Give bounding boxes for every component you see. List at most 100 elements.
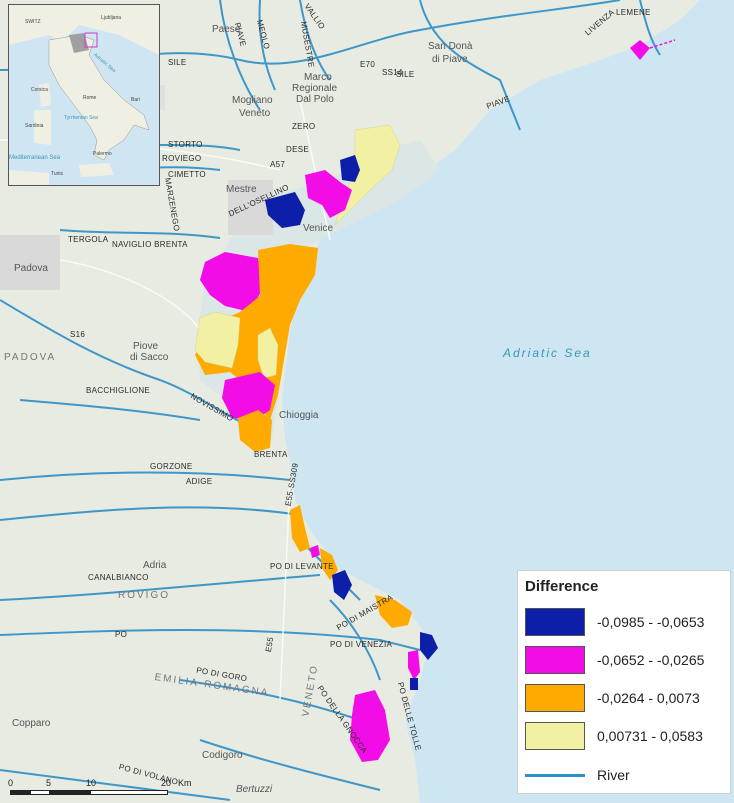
river-label: PO DI LEVANTE	[270, 562, 334, 571]
zone-magenta-west	[200, 252, 262, 312]
region-label: PADOVA	[4, 352, 57, 363]
legend-title: Difference	[525, 578, 599, 595]
legend-swatch	[525, 722, 585, 750]
scale-tick-label: 10	[86, 778, 97, 788]
river-label: BACCHIGLIONE	[86, 386, 151, 395]
place-label: Paese	[212, 24, 241, 35]
inset-label: Ljubljana	[101, 15, 122, 21]
zone-magenta-delta1	[310, 545, 320, 558]
river-label: LEMENE	[616, 8, 651, 17]
legend-river-line	[525, 774, 585, 777]
zone-magenta-north	[305, 170, 352, 218]
river-label: ADIGE	[186, 477, 213, 486]
inset-label: Tunis	[51, 171, 64, 177]
inset-label: Sardinia	[25, 123, 44, 129]
road-label: E70	[360, 60, 376, 69]
inset-label: Tyrrhenian Sea	[64, 115, 98, 121]
river-label: TERGOLA	[68, 235, 109, 244]
legend-swatch	[525, 646, 585, 674]
legend-label: 0,00731 - 0,0583	[597, 728, 703, 744]
river-label: CANALBIANCO	[88, 573, 149, 582]
river-label: ROVIEGO	[162, 154, 202, 163]
river-label: NAVIGLIO BRENTA	[112, 240, 188, 249]
zone-orange-delta3	[375, 595, 412, 628]
road-label: A57	[270, 160, 286, 169]
zone-blue-delta3	[410, 678, 418, 690]
zone-magenta-delta2	[408, 650, 420, 680]
zone-orange-delta1	[290, 505, 310, 552]
legend-label: River	[597, 767, 630, 783]
scale-bar: 0 5 10 20 Km	[8, 778, 208, 800]
place-label: Codigoro	[202, 750, 243, 761]
legend-swatch	[525, 608, 585, 636]
legend-label: -0,0264 - 0,0073	[597, 690, 700, 706]
inset-locator-map: SWITZ Ljubljana Adriatic Sea Corsica Rom…	[8, 4, 160, 186]
scale-segment	[50, 790, 90, 795]
inset-label: Corsica	[31, 87, 48, 93]
place-label: Padova	[14, 263, 48, 274]
place-label: Marco	[304, 72, 332, 83]
legend-label: -0,0985 - -0,0653	[597, 614, 705, 630]
zone-yellow-north	[334, 124, 401, 226]
place-label: Regionale	[292, 83, 338, 94]
zone-blue-delta1	[332, 570, 352, 600]
place-label: Venice	[303, 223, 334, 234]
zone-blue-venice	[265, 192, 305, 228]
road-label: SS14	[382, 68, 403, 77]
legend-item: -0,0264 - 0,0073	[525, 684, 725, 714]
zone-orange-chioggia	[238, 410, 272, 452]
place-label: San Donà	[428, 41, 473, 52]
scale-tick-label: 20	[161, 778, 172, 788]
zone-blue-delta2	[420, 632, 438, 660]
italy-shape	[48, 34, 150, 161]
scale-segment	[90, 790, 168, 795]
zone-magenta-ne	[630, 40, 650, 60]
place-label: Mogliano	[232, 95, 273, 106]
river-label: SILE	[396, 70, 415, 79]
river-label: ZERO	[292, 122, 316, 131]
place-label: Adria	[143, 560, 167, 571]
place-label: Chioggia	[279, 410, 319, 421]
inset-label: SWITZ	[25, 19, 41, 25]
zone-orange-central	[195, 244, 318, 420]
river-label: PO DI VENEZIA	[330, 640, 393, 649]
road-label: S16	[70, 330, 86, 339]
legend-swatch	[525, 684, 585, 712]
zone-yellow-west	[194, 311, 241, 369]
place-label: Mestre	[226, 184, 257, 195]
river-label: STORTO	[168, 140, 203, 149]
inset-label: Bari	[131, 97, 140, 103]
river-label: DESE	[286, 145, 309, 154]
map-legend: Difference -0,0985 - -0,0653 -0,0652 - -…	[517, 570, 731, 794]
inset-map-graphic	[9, 5, 159, 185]
river-label: GORZONE	[150, 462, 193, 471]
zone-blue-north	[340, 155, 360, 182]
scale-segment	[10, 790, 30, 795]
inset-label: Palermo	[93, 151, 112, 157]
place-label: Piove	[133, 341, 159, 352]
zone-yellow-center	[257, 327, 279, 379]
legend-item: -0,0985 - -0,0653	[525, 608, 725, 638]
legend-item: 0,00731 - 0,0583	[525, 722, 725, 752]
place-label: Bertuzzi	[236, 784, 273, 795]
region-label: ROVIGO	[118, 590, 171, 601]
river-label: CIMETTO	[168, 170, 206, 179]
place-label: Copparo	[12, 718, 51, 729]
scale-tick-label: 5	[46, 778, 52, 788]
zone-magenta-south	[222, 372, 275, 420]
inset-label: Rome	[83, 95, 97, 101]
zone-magenta-delta3	[350, 690, 390, 762]
legend-label: -0,0652 - -0,0265	[597, 652, 705, 668]
scale-unit-label: Km	[178, 778, 192, 788]
place-label: Veneto	[239, 108, 271, 119]
legend-item: -0,0652 - -0,0265	[525, 646, 725, 676]
inset-label: Mediterranean Sea	[9, 155, 61, 161]
scale-tick-label: 0	[8, 778, 14, 788]
place-label: di Piave	[432, 54, 468, 65]
legend-item-river: River	[525, 761, 725, 791]
river-label: SILE	[168, 58, 187, 67]
place-label: di Sacco	[130, 352, 169, 363]
scale-segment	[30, 790, 50, 795]
river-label: PO	[115, 630, 128, 639]
